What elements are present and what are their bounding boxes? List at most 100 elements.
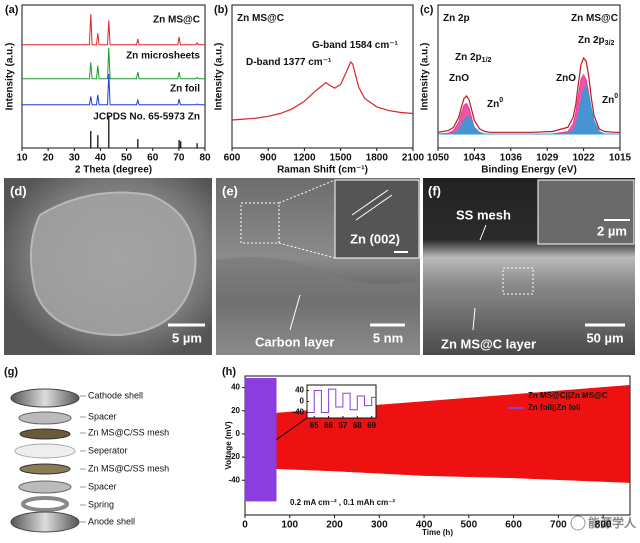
series-label: Zn foil (170, 84, 200, 95)
subscript: 3/2 (605, 40, 615, 47)
annotation: Zn 2p (443, 13, 470, 24)
scale-label: 2 µm (597, 223, 627, 238)
panel-label: (b) (214, 4, 228, 16)
superscript: 0 (499, 97, 503, 104)
x-tick-label: 1022 (572, 153, 595, 164)
annotation: Zn0 (602, 93, 618, 106)
y-axis-label: Voltage (mV) (224, 421, 233, 470)
inset-x-tick-label: 68 (353, 421, 362, 430)
component-label: Spring (88, 499, 114, 509)
watermark: 能源学人 (570, 515, 637, 531)
series-label: JCPDS No. 65-5973 Zn (93, 112, 200, 123)
x-axis-label: Raman Shift (cm⁻¹) (277, 165, 368, 176)
x-tick-label: 800 (595, 520, 612, 531)
pointer (472, 307, 476, 331)
y-tick-label: -20 (228, 452, 240, 461)
panel-label: (g) (4, 366, 18, 378)
component-label: Zn MS@C/SS mesh (88, 463, 169, 473)
annotation-text: Zn MS@C (571, 13, 618, 24)
annotation-text: Zn 2p (455, 52, 482, 63)
panel-label: (e) (222, 183, 238, 198)
particle (30, 191, 197, 337)
annotation: Zn 2p1/2 (455, 52, 492, 64)
annotation: Zn MS@C layer (441, 336, 536, 351)
component-label: Spacer (88, 411, 117, 421)
inset-frame (306, 384, 377, 419)
electrode (19, 428, 71, 440)
inset-x-tick-label: 65 (310, 421, 319, 430)
y-tick-label: 0 (236, 429, 241, 438)
inset-label: Zn (002) (350, 231, 400, 246)
x-tick-label: 700 (550, 520, 567, 531)
x-tick-label: 0 (242, 520, 248, 531)
spectrum-line (22, 47, 205, 80)
panel-label: (a) (5, 4, 19, 16)
annotation-text: Zn 2p (443, 13, 470, 24)
x-tick-label: 1036 (500, 153, 523, 164)
cathode-shell (10, 388, 80, 408)
component-label: Zn MS@C/SS mesh (88, 427, 169, 437)
plot-frame (21, 4, 206, 149)
electrode (19, 463, 71, 475)
inset-y-tick-label: -40 (292, 408, 304, 417)
annotation-text: D-band 1377 cm⁻¹ (246, 57, 332, 68)
spacer (18, 480, 72, 494)
x-tick-label: 900 (260, 153, 277, 164)
annotation: 0.2 mA cm⁻² , 0.1 mAh cm⁻² (290, 498, 395, 507)
lattice-line (355, 194, 393, 221)
x-tick-label: 100 (281, 520, 298, 531)
zoom-box (240, 202, 280, 244)
legend-label: Zn foil||Zn foil (528, 403, 580, 412)
x-tick-label: 1029 (536, 153, 559, 164)
y-axis-label: Intensity (a.u.) (5, 43, 16, 111)
panel-f: (f) SS mesh 2 µm Zn MS@C layer 50 µm (423, 178, 635, 355)
panel-label: (h) (222, 366, 236, 378)
annotation-text: Zn (602, 95, 614, 106)
x-tick-label: 1500 (329, 153, 352, 164)
annotation: Zn MS@C (237, 13, 284, 24)
scale-label: 5 nm (373, 330, 403, 345)
component-label: Cathode shell (88, 390, 143, 400)
pointer (289, 294, 301, 331)
component-label: Anode shell (88, 516, 135, 526)
annotation-text: 0.2 mA cm⁻² , 0.1 mAh cm⁻² (290, 498, 395, 507)
annotation: D-band 1377 cm⁻¹ (246, 57, 332, 68)
series-label: Zn microsheets (126, 51, 200, 62)
sem-inset (537, 179, 635, 245)
annotation: SS mesh (456, 207, 511, 222)
y-tick-label: -40 (228, 475, 240, 484)
series-label: Zn MS@C (153, 15, 200, 26)
x-tick-label: 60 (147, 153, 159, 164)
inset-x-tick-label: 67 (338, 421, 347, 430)
panel-label: (f) (428, 183, 441, 198)
pointer (479, 224, 487, 241)
plot-frame (437, 4, 621, 149)
annotation: ZnO (449, 73, 469, 84)
y-axis-label: Intensity (a.u.) (420, 43, 431, 111)
annotation: Zn0 (487, 97, 503, 110)
scale-label: 50 µm (586, 330, 623, 345)
separator (14, 443, 76, 459)
annotation: Zn 2p3/2 (578, 35, 615, 47)
voltage-band (244, 378, 277, 502)
inset-y-tick-label: 0 (300, 397, 305, 406)
panel-d: (d) 5 µm (4, 178, 212, 355)
x-axis-label: 2 Theta (degree) (75, 165, 152, 176)
spectrum-line (437, 56, 620, 133)
spectrum-line (231, 60, 414, 121)
annotation-text: ZnO (556, 73, 576, 84)
x-tick-label: 40 (95, 153, 107, 164)
y-tick-label: 20 (231, 406, 240, 415)
x-tick-label: 1800 (366, 153, 389, 164)
x-tick-label: 2100 (402, 153, 425, 164)
plot-frame (231, 4, 414, 149)
scale-label: 5 µm (172, 330, 202, 345)
watermark-icon (570, 515, 586, 531)
spectrum-line (22, 13, 205, 46)
x-tick-label: 400 (416, 520, 433, 531)
hrtem-inset (334, 179, 420, 259)
panel-label: (c) (420, 4, 434, 16)
panel-label: (d) (10, 183, 27, 198)
lattice-line (351, 189, 389, 216)
inset-line (308, 388, 376, 413)
